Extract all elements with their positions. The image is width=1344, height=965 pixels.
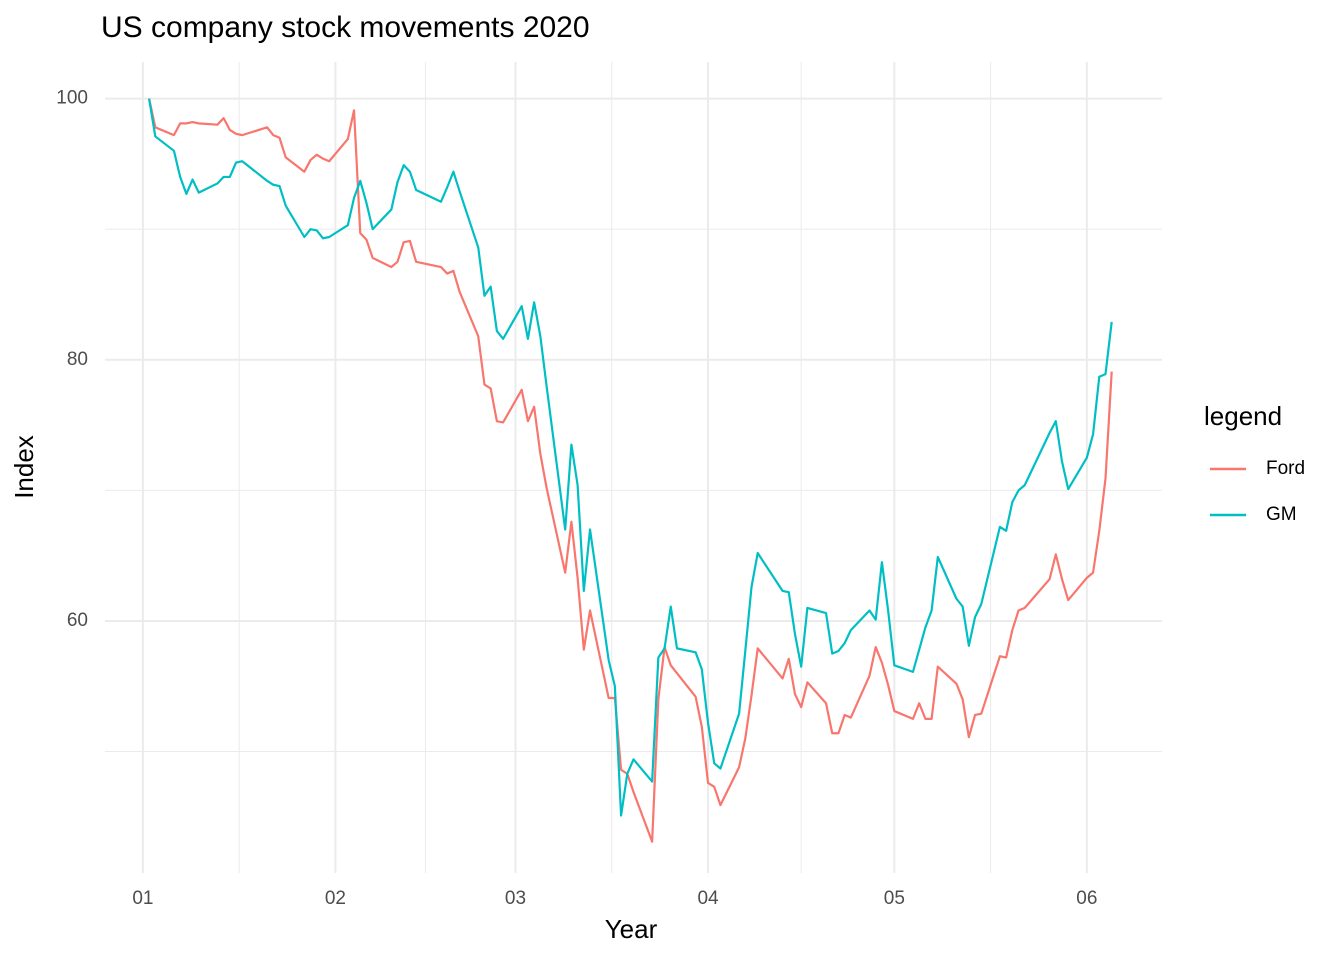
series-line (148, 98, 1113, 843)
chart-title: US company stock movements 2020 (101, 11, 590, 44)
legend-title: legend (1204, 401, 1282, 431)
y-tick-label: 100 (56, 88, 88, 109)
y-tick-label: 60 (67, 610, 88, 631)
y-tick-label: 80 (67, 349, 88, 370)
x-tick-label: 04 (697, 888, 719, 909)
y-axis-label: Index (9, 435, 39, 499)
legend-label: GM (1266, 504, 1297, 525)
x-tick-label: 06 (1076, 888, 1097, 909)
x-tick-label: 03 (505, 888, 526, 909)
series-line (148, 98, 1113, 817)
x-tick-label: 01 (132, 888, 153, 909)
legend-label: Ford (1266, 458, 1305, 479)
x-tick-label: 05 (884, 888, 905, 909)
x-tick-label: 02 (325, 888, 346, 909)
x-axis-label: Year (605, 914, 658, 944)
